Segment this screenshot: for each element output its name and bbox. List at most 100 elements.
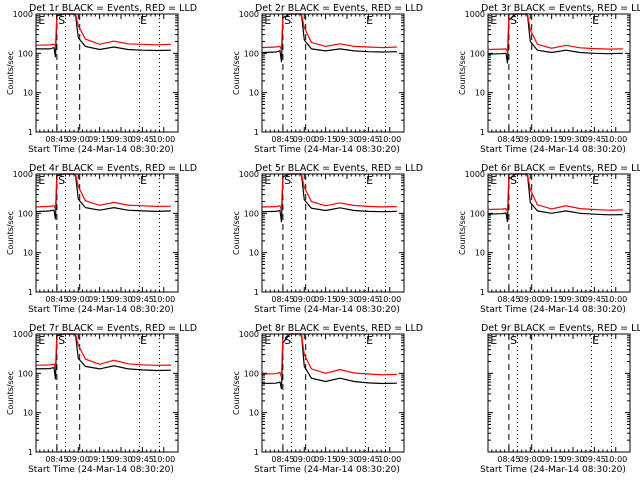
y-axis-label: Counts/sec	[6, 51, 15, 95]
event-marker-label: E	[366, 334, 373, 347]
x-tick-label: 09:45	[583, 295, 606, 304]
event-marker-label: E	[140, 14, 147, 27]
series-lld	[487, 173, 623, 212]
event-marker-label: E	[140, 174, 147, 187]
x-tick-label: 09:45	[583, 455, 606, 464]
x-tick-label: 09:15	[540, 135, 563, 144]
x-tick-label: 09:30	[561, 455, 584, 464]
x-axis-label: Start Time (24-Mar-14 08:30:20)	[480, 145, 626, 155]
x-tick-label: 09:45	[357, 135, 380, 144]
event-marker-label: E	[592, 14, 599, 27]
y-tick-label: 10	[249, 409, 259, 418]
panel-title: Det 3r BLACK = Events, RED = LLD	[481, 3, 640, 14]
x-tick-label: 09:30	[109, 295, 132, 304]
y-tick-label: 1	[28, 448, 33, 457]
x-tick-label: 09:15	[314, 455, 337, 464]
series-events	[261, 13, 397, 63]
y-tick-label: 1	[480, 288, 485, 297]
y-tick-label: 100	[18, 209, 33, 218]
event-marker-label: S	[58, 174, 65, 187]
event-marker-label: E	[366, 174, 373, 187]
series-events	[35, 13, 171, 58]
series-lld	[35, 173, 171, 210]
y-tick-label: 100	[470, 49, 485, 58]
x-tick-label: 09:45	[357, 455, 380, 464]
y-tick-label: 10	[475, 249, 485, 258]
x-tick-label: 09:00	[67, 135, 90, 144]
y-axis-label: Counts/sec	[6, 371, 15, 415]
event-marker-label: E	[264, 174, 271, 187]
x-axis-label: Start Time (24-Mar-14 08:30:20)	[28, 465, 174, 475]
x-tick-label: 09:15	[88, 295, 111, 304]
x-axis-label: Start Time (24-Mar-14 08:30:20)	[254, 145, 400, 155]
x-tick-label: 09:00	[293, 455, 316, 464]
y-tick-label: 100	[18, 49, 33, 58]
x-tick-label: 09:45	[583, 135, 606, 144]
x-axis-label: Start Time (24-Mar-14 08:30:20)	[480, 305, 626, 315]
x-tick-label: 09:30	[335, 295, 358, 304]
series-events	[35, 173, 171, 220]
x-tick-label: 08:45	[271, 455, 294, 464]
y-tick-label: 1000	[465, 10, 485, 19]
x-tick-label: 08:45	[497, 455, 520, 464]
plot-frame	[261, 333, 405, 453]
x-tick-label: 09:30	[561, 295, 584, 304]
y-tick-label: 10	[23, 89, 33, 98]
x-tick-label: 09:00	[519, 135, 542, 144]
x-tick-label: 09:30	[335, 455, 358, 464]
plot-frame	[261, 173, 405, 293]
event-marker-label: E	[592, 174, 599, 187]
event-marker-label: E	[490, 14, 497, 27]
event-marker-label: S	[58, 334, 65, 347]
x-tick-label: 10:00	[604, 135, 627, 144]
y-tick-label: 100	[244, 209, 259, 218]
series-lld	[35, 333, 171, 368]
x-tick-label: 09:45	[131, 455, 154, 464]
y-tick-label: 1000	[239, 170, 259, 179]
series-lld	[261, 173, 397, 211]
x-tick-label: 10:00	[604, 295, 627, 304]
y-tick-label: 100	[244, 49, 259, 58]
plot-frame	[35, 13, 179, 133]
series-lld	[261, 333, 397, 378]
event-marker-label: S	[58, 14, 65, 27]
x-tick-label: 09:15	[88, 455, 111, 464]
event-marker-label: E	[490, 334, 497, 347]
panel-title: Det 4r BLACK = Events, RED = LLD	[29, 163, 197, 174]
series-lld	[35, 13, 171, 49]
series-lld	[261, 13, 397, 51]
y-tick-label: 1	[28, 288, 33, 297]
panel-title: Det 7r BLACK = Events, RED = LLD	[29, 323, 197, 334]
series-events	[261, 173, 397, 223]
series-events	[261, 333, 397, 390]
x-axis-label: Start Time (24-Mar-14 08:30:20)	[254, 305, 400, 315]
event-marker-label: S	[284, 14, 291, 27]
x-tick-label: 09:15	[540, 455, 563, 464]
y-tick-label: 1	[254, 448, 259, 457]
plot-frame	[487, 333, 631, 453]
x-tick-label: 09:15	[314, 295, 337, 304]
event-marker-label: S	[510, 14, 517, 27]
x-tick-label: 09:30	[109, 135, 132, 144]
x-tick-label: 09:30	[335, 135, 358, 144]
x-tick-label: 08:45	[271, 295, 294, 304]
y-tick-label: 10	[23, 409, 33, 418]
y-tick-label: 100	[244, 369, 259, 378]
panel-title: Det 2r BLACK = Events, RED = LLD	[255, 3, 423, 14]
plot-frame	[35, 173, 179, 293]
panel-title: Det 9r BLACK = Events, RED = LLD	[481, 323, 640, 334]
y-tick-label: 1	[480, 128, 485, 137]
y-tick-label: 10	[475, 89, 485, 98]
event-marker-label: S	[284, 174, 291, 187]
x-axis-label: Start Time (24-Mar-14 08:30:20)	[480, 465, 626, 475]
plot-frame	[35, 333, 179, 453]
event-marker-label: E	[264, 14, 271, 27]
x-tick-label: 09:00	[67, 455, 90, 464]
